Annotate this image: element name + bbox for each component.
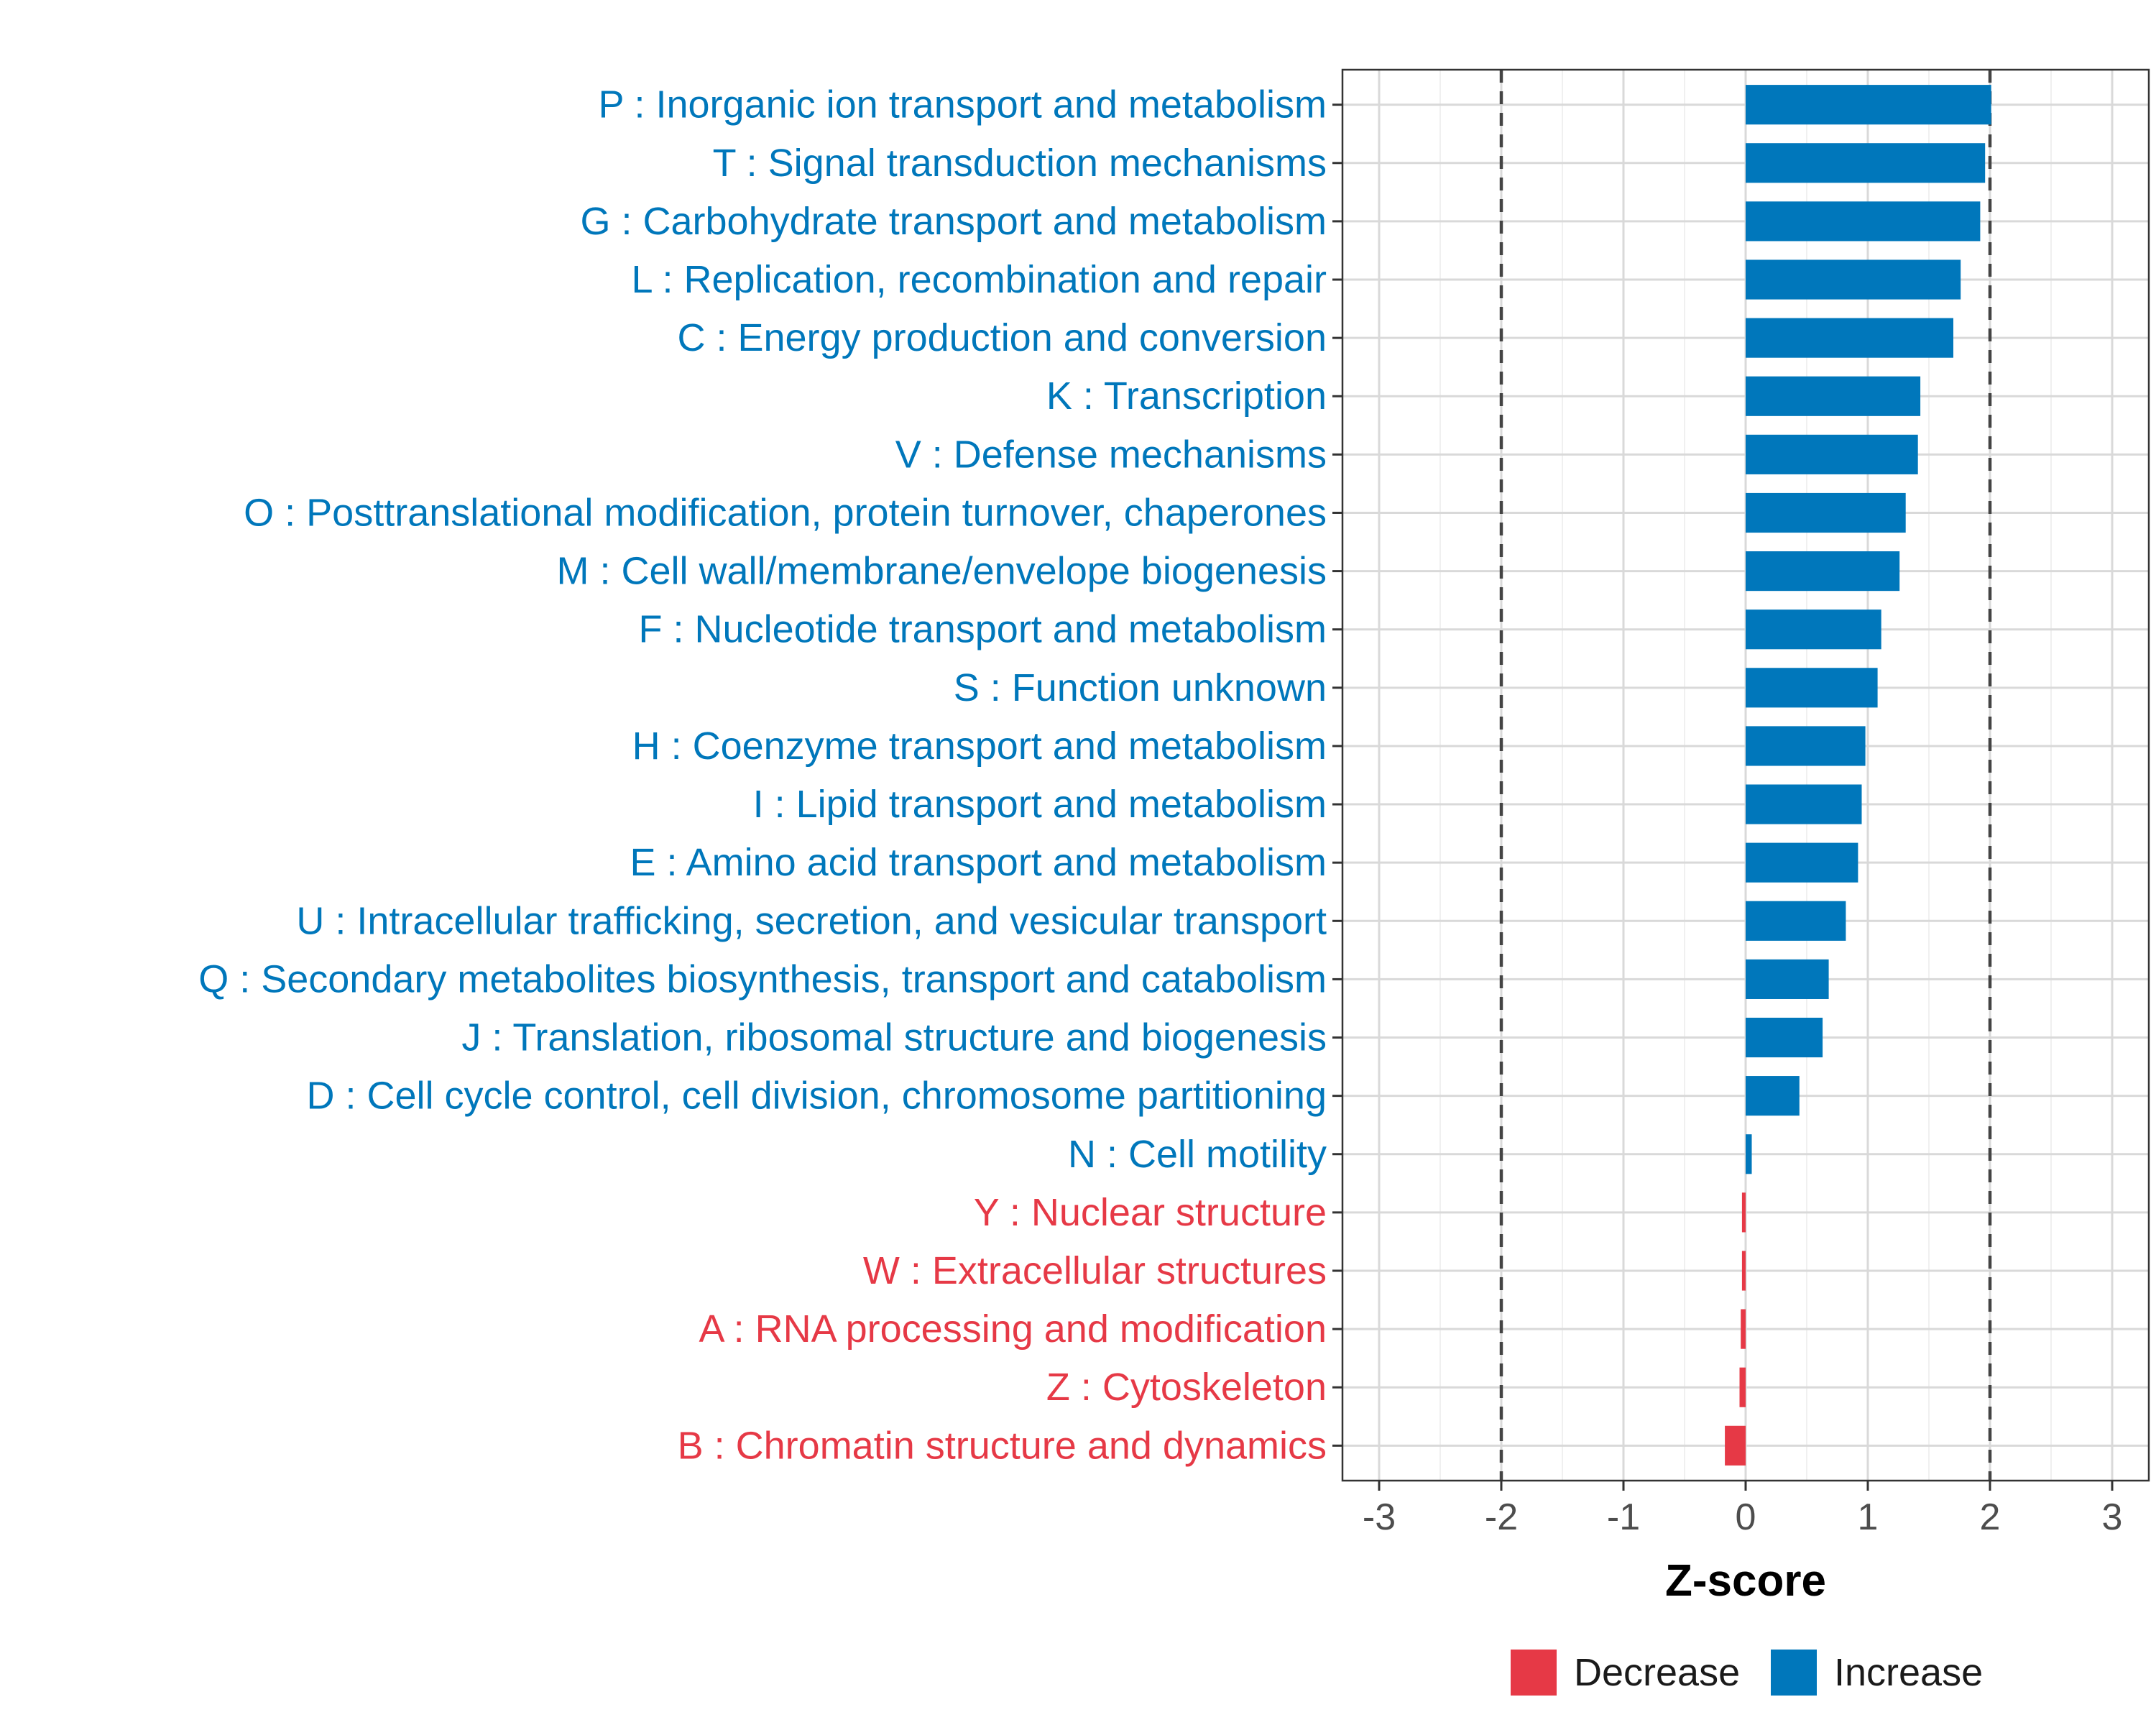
x-tick-label: -3 [1363, 1496, 1396, 1538]
bar [1746, 1134, 1752, 1174]
category-label: O : Posttranslational modification, prot… [244, 491, 1327, 534]
category-label: C : Energy production and conversion [677, 316, 1327, 359]
x-tick-label: 1 [1858, 1496, 1879, 1538]
bar [1746, 143, 1986, 183]
category-label: Z : Cytoskeleton [1046, 1366, 1327, 1409]
x-axis-ticks: -3 -2 -1 0 1 2 3 [1363, 1481, 2123, 1538]
category-label: H : Coenzyme transport and metabolism [632, 724, 1327, 768]
category-label: D : Cell cycle control, cell division, c… [306, 1075, 1327, 1118]
legend-swatch [1771, 1650, 1817, 1696]
bar [1739, 1367, 1746, 1407]
legend-swatch [1511, 1650, 1557, 1696]
bar [1746, 1076, 1800, 1116]
x-tick-label: -2 [1485, 1496, 1518, 1538]
bar [1746, 842, 1858, 883]
legend: Decrease Increase [1511, 1650, 1983, 1696]
bar [1746, 551, 1900, 592]
bar [1741, 1192, 1746, 1233]
bar [1746, 318, 1953, 358]
category-label: V : Defense mechanisms [895, 433, 1327, 476]
category-label: L : Replication, recombination and repai… [631, 258, 1327, 301]
bar [1741, 1309, 1746, 1349]
bar [1725, 1425, 1746, 1466]
category-label: J : Translation, ribosomal structure and… [461, 1016, 1327, 1059]
bar [1741, 1251, 1746, 1291]
bar [1746, 668, 1878, 708]
bars [1725, 85, 1991, 1466]
bar [1746, 376, 1921, 416]
bar [1746, 726, 1866, 766]
category-label: E : Amino acid transport and metabolism [630, 841, 1327, 884]
legend-label: Increase [1834, 1651, 1983, 1694]
category-label: F : Nucleotide transport and metabolism [639, 608, 1327, 651]
bar [1746, 784, 1862, 824]
x-tick-label: -1 [1607, 1496, 1640, 1538]
x-tick-label: 0 [1736, 1496, 1756, 1538]
bar [1746, 492, 1906, 533]
category-label: U : Intracellular trafficking, secretion… [296, 899, 1327, 942]
bar [1746, 610, 1881, 650]
bar [1746, 201, 1981, 242]
reference-lines [1499, 70, 1992, 1481]
bar [1746, 259, 1961, 300]
x-tick-label: 2 [1980, 1496, 2001, 1538]
category-label: B : Chromatin structure and dynamics [678, 1424, 1327, 1467]
x-tick-label: 3 [2102, 1496, 2123, 1538]
category-label: P : Inorganic ion transport and metaboli… [598, 83, 1327, 126]
category-label: K : Transcription [1046, 374, 1327, 418]
x-axis-title: Z-score [1665, 1556, 1826, 1606]
bar [1746, 434, 1918, 474]
bar [1746, 901, 1846, 941]
category-label: N : Cell motility [1068, 1133, 1327, 1176]
category-label: M : Cell wall/membrane/envelope biogenes… [556, 550, 1327, 593]
bar [1746, 959, 1829, 999]
category-label: G : Carbohydrate transport and metabolis… [581, 200, 1327, 243]
legend-label: Decrease [1574, 1651, 1740, 1694]
category-label: I : Lipid transport and metabolism [753, 783, 1327, 826]
category-label: Q : Secondary metabolites biosynthesis, … [198, 957, 1327, 1000]
category-label: S : Function unknown [954, 666, 1327, 709]
y-axis-ticks: P : Inorganic ion transport and metaboli… [198, 83, 1342, 1467]
category-label: A : RNA processing and modification [699, 1307, 1327, 1351]
bar [1746, 1017, 1823, 1058]
category-label: W : Extracellular structures [863, 1249, 1327, 1292]
category-label: Y : Nuclear structure [974, 1191, 1327, 1234]
category-label: T : Signal transduction mechanisms [713, 142, 1327, 185]
bar [1746, 85, 1991, 125]
